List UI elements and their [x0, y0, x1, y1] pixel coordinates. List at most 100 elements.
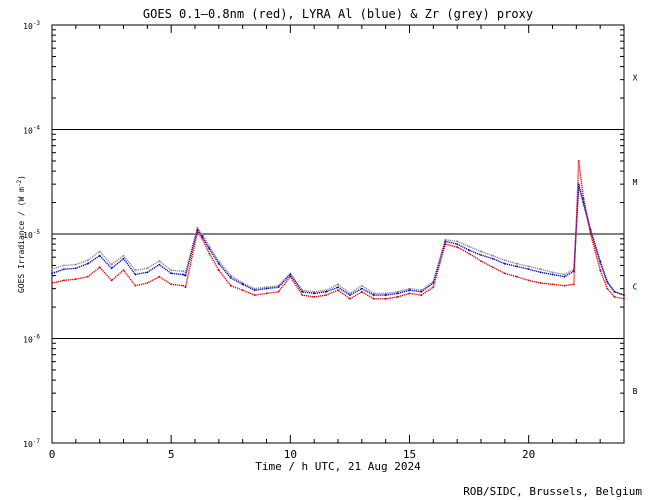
data-point — [456, 243, 459, 246]
y-tick-label: 10-5 — [23, 229, 40, 240]
y-tick-base: 10 — [23, 22, 33, 31]
x-axis: 0 5 10 15 20 — [49, 25, 625, 461]
data-point — [468, 245, 470, 248]
data-point — [456, 240, 459, 243]
data-point — [98, 250, 101, 253]
data-point — [515, 262, 518, 265]
flare-class-label: M — [633, 178, 638, 187]
data-point — [551, 271, 554, 274]
data-point — [408, 289, 411, 292]
data-point — [86, 275, 89, 278]
data-point — [208, 252, 211, 255]
data-point — [396, 290, 399, 293]
data-point — [196, 228, 199, 231]
data-point — [110, 263, 113, 266]
flare-class-lines — [52, 129, 624, 339]
data-point — [277, 286, 280, 289]
y-tick-base: 10 — [23, 231, 33, 240]
series-line-goes-0-1-0-8nm — [51, 160, 625, 300]
data-point — [384, 292, 387, 295]
y-tick-exponent: -7 — [33, 438, 41, 445]
data-point — [229, 277, 232, 279]
data-point — [432, 282, 435, 284]
data-point — [146, 282, 149, 284]
data-point — [289, 275, 292, 278]
data-point — [372, 294, 375, 296]
data-point — [158, 260, 161, 262]
data-point — [396, 292, 399, 295]
data-point — [110, 279, 113, 282]
data-point — [122, 269, 125, 272]
data-point — [74, 267, 77, 270]
data-point — [158, 275, 161, 278]
data-point — [606, 280, 609, 283]
data-point — [360, 287, 363, 290]
data-point — [170, 269, 173, 272]
data-point — [456, 246, 459, 249]
data-point — [253, 287, 256, 290]
data-point — [582, 197, 585, 200]
data-point — [63, 268, 65, 271]
y-tick-base: 10 — [23, 127, 33, 136]
data-point — [539, 271, 542, 274]
data-point — [122, 257, 125, 260]
x-tick-label: 5 — [168, 448, 175, 461]
data-point — [277, 284, 280, 287]
data-point — [196, 230, 199, 233]
data-point — [146, 267, 149, 270]
data-point — [349, 294, 351, 296]
data-point — [241, 289, 244, 292]
data-point — [337, 283, 339, 286]
data-point — [313, 290, 316, 293]
data-point — [86, 259, 89, 262]
data-point — [229, 284, 232, 287]
data-point — [98, 254, 101, 257]
data-point — [51, 282, 53, 284]
data-point — [201, 233, 204, 235]
data-point — [551, 273, 554, 276]
data-point — [589, 233, 592, 235]
data-point — [492, 254, 494, 257]
y-tick-exponent: -3 — [33, 20, 41, 27]
data-point — [74, 263, 77, 266]
data-point — [599, 269, 602, 272]
data-point — [372, 297, 375, 300]
data-point — [325, 294, 327, 296]
y-axis-label-close: ) — [17, 175, 26, 180]
data-point — [134, 273, 137, 276]
data-point — [217, 262, 220, 265]
data-point — [301, 290, 304, 293]
data-point — [217, 260, 220, 262]
data-point — [86, 262, 89, 265]
y-tick-label: 10-3 — [23, 20, 40, 31]
data-point — [170, 272, 173, 275]
data-point — [503, 272, 506, 275]
data-point — [527, 279, 530, 282]
data-point — [492, 257, 494, 260]
data-point — [515, 265, 518, 268]
data-point — [182, 273, 185, 276]
data-point — [325, 290, 327, 293]
flare-class-label: C — [633, 283, 638, 292]
x-tick-label: 0 — [49, 448, 56, 461]
data-point — [184, 274, 187, 277]
series-line-lyra-al — [51, 183, 625, 296]
chart-title: GOES 0.1–0.8nm (red), LYRA Al (blue) & Z… — [143, 7, 533, 21]
data-point — [265, 287, 268, 290]
data-point — [432, 286, 435, 289]
footer-credit: ROB/SIDC, Brussels, Belgium — [463, 485, 642, 498]
data-point — [492, 266, 494, 269]
data-point — [372, 292, 375, 295]
y-tick-label: 10-7 — [23, 438, 40, 449]
data-point — [384, 297, 387, 300]
series-layer — [51, 160, 625, 300]
data-point — [599, 260, 602, 262]
data-point — [408, 287, 411, 290]
data-point — [420, 290, 423, 293]
data-point — [349, 297, 351, 300]
data-point — [480, 254, 482, 256]
flare-class-label: B — [633, 387, 638, 396]
data-point — [551, 283, 554, 286]
data-point — [337, 289, 339, 292]
data-point — [229, 274, 232, 277]
